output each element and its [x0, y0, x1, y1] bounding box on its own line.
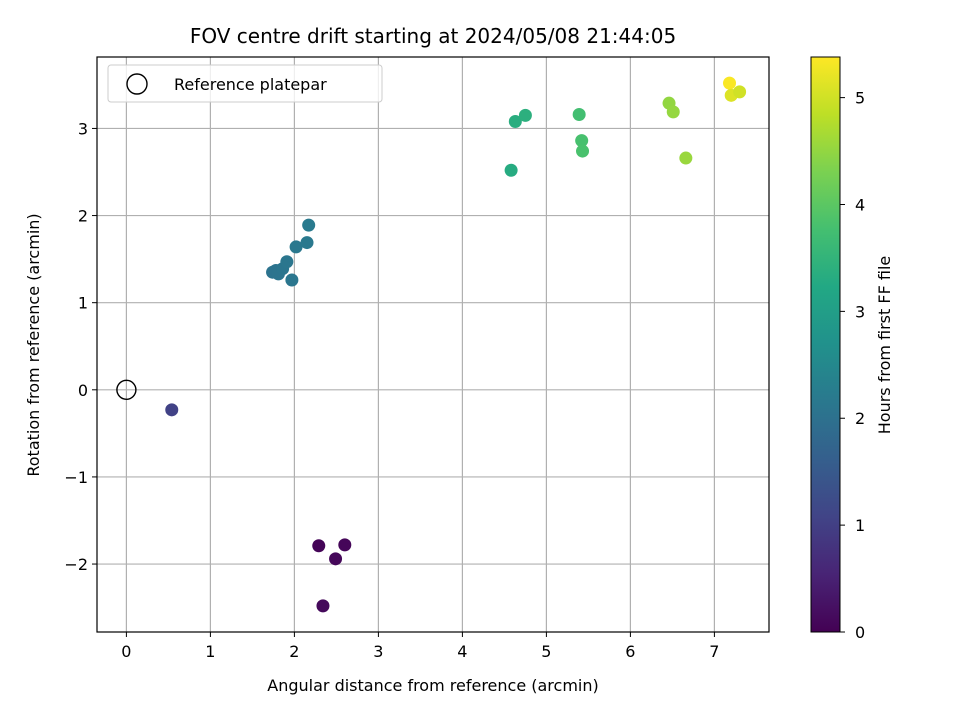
- colorbar-tick-label: 2: [855, 409, 865, 428]
- grid-lines: [97, 57, 769, 632]
- colorbar: 0 1 2 3 4 5 Hours from first FF file: [810, 56, 894, 642]
- data-point: [302, 218, 316, 232]
- x-tick-label: 7: [709, 642, 719, 661]
- x-axis-ticks: 0 1 2 3 4 5 6 7: [121, 632, 719, 661]
- data-point: [338, 538, 352, 552]
- data-point: [576, 144, 590, 158]
- legend-box: [107, 64, 383, 103]
- data-points: [116, 76, 747, 613]
- colorbar-tick-label: 3: [855, 302, 865, 321]
- legend: Reference platepar: [107, 64, 383, 103]
- colorbar-frame: [810, 56, 841, 633]
- data-point: [679, 151, 693, 165]
- data-point: [575, 134, 589, 148]
- data-point: [300, 236, 314, 250]
- data-point: [289, 240, 303, 254]
- plot-frame: [96, 56, 770, 633]
- y-tick-label: 1: [78, 294, 88, 313]
- data-point: [666, 105, 680, 119]
- x-tick-label: 4: [457, 642, 467, 661]
- x-tick-label: 0: [121, 642, 131, 661]
- data-point: [504, 163, 518, 177]
- colorbar-tick-label: 1: [855, 516, 865, 535]
- colorbar-tick-label: 5: [855, 89, 865, 108]
- data-point: [312, 539, 326, 553]
- legend-marker: [126, 73, 148, 95]
- reference-platepar-marker: [116, 379, 137, 401]
- x-tick-label: 6: [625, 642, 635, 661]
- legend-label: Reference platepar: [174, 75, 327, 94]
- chart-title: FOV centre drift starting at 2024/05/08 …: [190, 24, 676, 48]
- y-axis-ticks: −2 −1 0 1 2 3: [64, 119, 97, 574]
- data-point: [572, 108, 586, 121]
- data-point: [329, 552, 343, 566]
- y-tick-label: 2: [78, 207, 88, 226]
- y-tick-label: 0: [78, 381, 88, 400]
- colorbar-tick-label: 4: [855, 195, 865, 214]
- x-tick-label: 1: [205, 642, 215, 661]
- data-point: [285, 273, 299, 287]
- colorbar-ticks: 0 1 2 3 4 5: [840, 89, 865, 642]
- colorbar-label: Hours from first FF file: [875, 256, 894, 435]
- data-point: [518, 108, 532, 122]
- data-point: [733, 85, 747, 99]
- data-point: [723, 76, 737, 90]
- y-tick-label: 3: [78, 119, 88, 138]
- data-point: [280, 255, 294, 269]
- data-point: [165, 403, 179, 417]
- x-tick-label: 5: [541, 642, 551, 661]
- x-tick-label: 3: [373, 642, 383, 661]
- x-tick-label: 2: [289, 642, 299, 661]
- y-axis-label: Rotation from reference (arcmin): [24, 213, 43, 476]
- data-point: [316, 599, 330, 613]
- data-point: [508, 114, 522, 128]
- x-axis-label: Angular distance from reference (arcmin): [267, 676, 598, 695]
- y-tick-label: −2: [64, 555, 88, 574]
- colorbar-gradient: [811, 57, 840, 632]
- colorbar-tick-label: 0: [855, 623, 865, 642]
- y-tick-label: −1: [64, 468, 88, 487]
